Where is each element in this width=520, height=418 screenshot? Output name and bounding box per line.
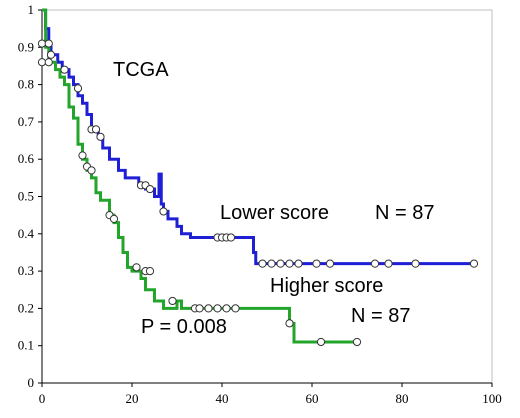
cohort-label: TCGA bbox=[113, 59, 169, 81]
censor-marks-layer bbox=[37, 39, 479, 347]
p-value-label: P = 0.008 bbox=[141, 316, 227, 338]
lower-score-censor-mark bbox=[384, 259, 393, 268]
lower-score-censor-mark bbox=[73, 84, 83, 93]
lower-score-censor-mark bbox=[294, 259, 303, 268]
higher-score-censor-mark bbox=[37, 58, 47, 67]
lower-score-censor-mark bbox=[276, 259, 285, 268]
lower-score-censor-mark bbox=[285, 259, 294, 268]
higher-score-censor-mark bbox=[44, 58, 53, 67]
y-tick-label: 0.3 bbox=[18, 263, 34, 278]
higher-score-censor-mark bbox=[285, 319, 294, 328]
lower-score-censor-mark bbox=[258, 259, 267, 268]
series-layer bbox=[42, 8, 474, 344]
y-tick-label: 0.9 bbox=[18, 39, 34, 54]
lower-score-censor-mark bbox=[325, 259, 335, 268]
lower-score-censor-mark bbox=[145, 184, 155, 194]
y-tick-label: 0 bbox=[28, 375, 35, 390]
higher-score-censor-mark bbox=[109, 214, 119, 223]
x-tick-label: 40 bbox=[216, 391, 229, 406]
higher-score-censor-mark bbox=[316, 337, 326, 347]
lower-score-censor-mark bbox=[91, 125, 101, 134]
y-tick-label: 0.2 bbox=[18, 300, 34, 315]
x-tick-label: 80 bbox=[396, 391, 409, 406]
lower-score-label: Lower score bbox=[220, 202, 329, 224]
higher-score-censor-mark bbox=[168, 296, 177, 306]
x-tick-label: 60 bbox=[306, 391, 319, 406]
higher-score-censor-mark bbox=[195, 304, 204, 313]
higher-score-censor-mark bbox=[87, 166, 96, 175]
higher-score-censor-mark bbox=[222, 304, 231, 313]
y-tick-label: 0.8 bbox=[18, 77, 34, 92]
lower-score-censor-mark bbox=[44, 39, 53, 48]
x-axis-ticks: 0 20 40 60 80 100 bbox=[39, 383, 502, 406]
higher-score-censor-mark bbox=[352, 337, 362, 347]
y-tick-label: 1 bbox=[28, 2, 35, 17]
y-axis-ticks: 0 0.1 0.2 0.3 0.4 0.5 0.6 0.7 0.8 0.9 1 bbox=[18, 2, 42, 390]
higher-score-censor-mark bbox=[213, 304, 222, 313]
lower-score-n: N = 87 bbox=[375, 202, 434, 224]
x-tick-label: 0 bbox=[39, 391, 46, 406]
y-tick-label: 0.7 bbox=[18, 114, 35, 129]
y-tick-label: 0.4 bbox=[18, 226, 35, 241]
lower-score-censor-mark bbox=[469, 259, 479, 268]
y-tick-label: 0.5 bbox=[18, 189, 34, 204]
lower-score-censor-mark bbox=[96, 132, 105, 141]
lower-score-censor-mark bbox=[312, 259, 321, 268]
higher-score-n: N = 87 bbox=[351, 305, 410, 327]
higher-score-label: Higher score bbox=[270, 275, 383, 297]
higher-score-censor-mark bbox=[132, 263, 141, 272]
higher-score-censor-mark bbox=[231, 304, 240, 313]
lower-score-censor-mark bbox=[411, 259, 420, 268]
lower-score-censor-mark bbox=[267, 259, 276, 268]
lower-score-censor-mark bbox=[46, 50, 56, 59]
higher-score-survival-line bbox=[42, 8, 357, 344]
plot-frame bbox=[41, 9, 493, 384]
lower-score-censor-mark bbox=[370, 259, 380, 268]
lower-score-censor-mark bbox=[226, 233, 236, 242]
x-tick-label: 100 bbox=[482, 391, 502, 406]
higher-score-censor-mark bbox=[78, 151, 87, 160]
higher-score-censor-mark bbox=[145, 267, 155, 276]
y-tick-label: 0.1 bbox=[18, 338, 34, 353]
x-tick-label: 20 bbox=[126, 391, 139, 406]
lower-score-censor-mark bbox=[60, 65, 69, 74]
lower-score-survival-line bbox=[42, 8, 474, 266]
higher-score-censor-mark bbox=[204, 304, 213, 313]
lower-score-censor-mark bbox=[37, 39, 47, 48]
lower-score-censor-mark bbox=[159, 207, 168, 216]
y-tick-label: 0.6 bbox=[18, 151, 35, 166]
